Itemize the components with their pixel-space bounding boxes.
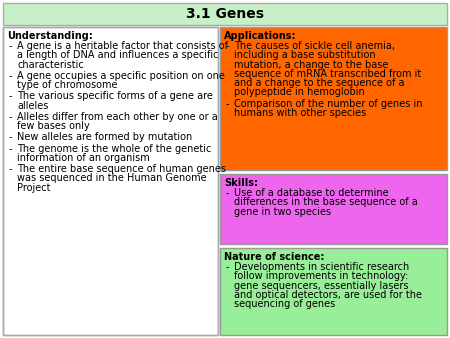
Text: polypeptide in hemoglobin: polypeptide in hemoglobin	[234, 88, 365, 97]
Text: -: -	[9, 144, 13, 154]
Text: New alleles are formed by mutation: New alleles are formed by mutation	[17, 132, 192, 142]
Text: sequence of mRNA transcribed from it: sequence of mRNA transcribed from it	[234, 69, 421, 79]
Text: -: -	[9, 92, 13, 101]
Text: Use of a database to determine: Use of a database to determine	[234, 188, 389, 198]
Bar	[220, 248, 447, 335]
Text: A gene occupies a specific position on one: A gene occupies a specific position on o…	[17, 71, 225, 81]
Text: Developments in scientific research: Developments in scientific research	[234, 262, 409, 272]
Text: a length of DNA and influences a specific: a length of DNA and influences a specifi…	[17, 50, 219, 61]
Text: and optical detectors, are used for the: and optical detectors, are used for the	[234, 290, 422, 300]
Text: sequencing of genes: sequencing of genes	[234, 299, 335, 309]
Bar	[220, 174, 447, 244]
Text: gene sequencers, essentially lasers: gene sequencers, essentially lasers	[234, 281, 409, 291]
Text: few bases only: few bases only	[17, 121, 90, 131]
Text: Skills:: Skills:	[224, 178, 258, 188]
Text: -: -	[226, 41, 230, 51]
Bar	[220, 27, 447, 170]
Text: mutation, a change to the base: mutation, a change to the base	[234, 60, 388, 70]
Text: -: -	[226, 99, 230, 109]
Text: -: -	[9, 132, 13, 142]
Text: follow improvements in technology:: follow improvements in technology:	[234, 271, 408, 282]
Text: -: -	[226, 188, 230, 198]
Text: A gene is a heritable factor that consists of: A gene is a heritable factor that consis…	[17, 41, 228, 51]
Text: Applications:: Applications:	[224, 31, 297, 41]
Bar	[3, 27, 218, 335]
Text: and a change to the sequence of a: and a change to the sequence of a	[234, 78, 405, 88]
Text: characteristic: characteristic	[17, 60, 84, 70]
Text: The various specific forms of a gene are: The various specific forms of a gene are	[17, 92, 213, 101]
Text: -: -	[226, 262, 230, 272]
Text: including a base substitution: including a base substitution	[234, 50, 376, 61]
Text: Alleles differ from each other by one or a: Alleles differ from each other by one or…	[17, 112, 218, 122]
Text: The causes of sickle cell anemia,: The causes of sickle cell anemia,	[234, 41, 395, 51]
Text: -: -	[9, 112, 13, 122]
Text: -: -	[9, 164, 13, 174]
Text: The genome is the whole of the genetic: The genome is the whole of the genetic	[17, 144, 212, 154]
Bar	[3, 27, 218, 335]
Text: was sequenced in the Human Genome: was sequenced in the Human Genome	[17, 173, 207, 183]
Text: Comparison of the number of genes in: Comparison of the number of genes in	[234, 99, 423, 109]
Text: Nature of science:: Nature of science:	[224, 252, 324, 262]
Text: humans with other species: humans with other species	[234, 108, 366, 118]
Text: -: -	[9, 41, 13, 51]
Text: Project: Project	[17, 183, 50, 193]
Text: gene in two species: gene in two species	[234, 207, 331, 217]
Text: The entire base sequence of human genes: The entire base sequence of human genes	[17, 164, 226, 174]
Text: -: -	[9, 71, 13, 81]
Text: information of an organism: information of an organism	[17, 153, 150, 163]
Text: differences in the base sequence of a: differences in the base sequence of a	[234, 197, 418, 208]
Text: Understanding:: Understanding:	[7, 31, 93, 41]
Bar	[3, 3, 447, 25]
Text: 3.1 Genes: 3.1 Genes	[186, 7, 264, 21]
Text: alleles: alleles	[17, 101, 49, 111]
Text: type of chromosome: type of chromosome	[17, 80, 117, 90]
